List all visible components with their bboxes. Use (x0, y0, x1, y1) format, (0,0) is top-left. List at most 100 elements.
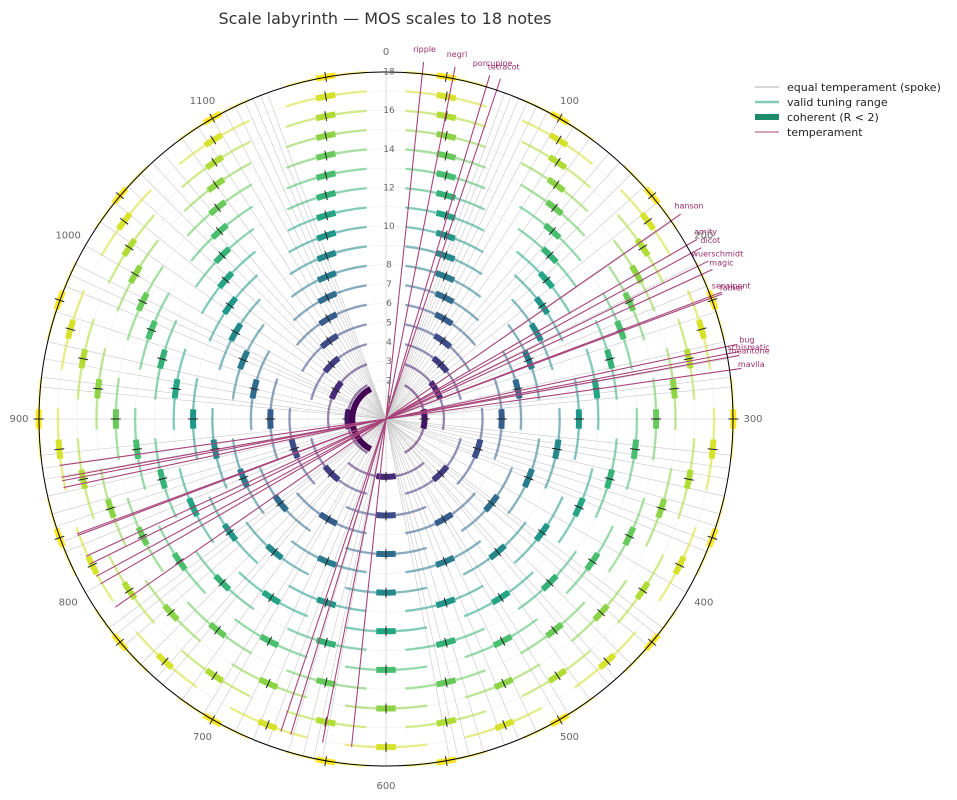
ring-tick-label: 4 (386, 338, 392, 348)
ring-tick-mark (638, 244, 648, 251)
ring-tick-mark (214, 203, 222, 212)
ring-tick-mark (324, 716, 328, 727)
ring-tick-mark (603, 657, 611, 666)
ring-tick-mark (325, 314, 332, 324)
ring-tick-mark (87, 562, 97, 568)
angle-tick-label: 100 (560, 96, 579, 107)
ring-tick-mark (545, 578, 554, 587)
angle-tick-label: 200 (694, 231, 713, 242)
ring-tick-mark (327, 360, 336, 369)
ring-tick-mark (324, 250, 329, 261)
ring-tick-mark (270, 547, 278, 557)
ring-tick-mark (225, 529, 235, 536)
temperament-label: sensipent (712, 282, 751, 291)
ring-tick-mark (324, 677, 328, 688)
ring-tick-mark (238, 357, 249, 363)
temperament-label: amity (694, 228, 717, 237)
temperament-label: mavila (738, 360, 765, 369)
ring-tick-mark (324, 271, 330, 282)
ring-tick-mark (675, 562, 685, 568)
temperament-line (114, 213, 682, 608)
ring-tick-mark (683, 357, 694, 361)
ring-tick-mark (238, 475, 249, 481)
ring-tick-mark (499, 636, 506, 646)
legend-label: temperament (787, 126, 863, 139)
ring-tick-mark (324, 190, 328, 201)
temperament-label: dicot (700, 236, 720, 245)
angle-tick-labels: 0 100 200 300 400 500 600 700 800 900 1000 1100 (9, 47, 762, 792)
ring-tick-mark (444, 637, 448, 648)
ring-tick-label: 2 (386, 376, 392, 386)
chart-title: Scale labyrinth — MOS scales to 18 notes (218, 9, 551, 28)
ring-tick-mark (265, 720, 270, 730)
ring-tick-mark (668, 387, 679, 390)
ring-tick-mark (574, 504, 584, 510)
ring-tick-mark (494, 547, 502, 557)
ring-tick-mark (175, 558, 184, 565)
ring-tick-mark (444, 190, 448, 201)
ring-tick-mark (548, 227, 557, 236)
ring-tick-mark (542, 276, 551, 284)
angle-tick-label: 1100 (190, 96, 215, 107)
ring-tick-label: 18 (383, 68, 395, 78)
ring-tick-mark (276, 499, 285, 507)
ring-tick-mark (65, 327, 76, 332)
ring-tick-mark (523, 475, 534, 481)
ring-tick-mark (555, 135, 562, 145)
et-spoke (385, 162, 620, 420)
ring-tick-mark (604, 357, 615, 361)
ring-tick-mark (218, 251, 227, 260)
ring-tick-mark (501, 678, 507, 689)
temperament-line (350, 61, 425, 747)
ring-tick-mark (552, 447, 563, 451)
ring-tick-mark (78, 357, 89, 361)
ring-tick-mark (444, 170, 448, 181)
ring-tick-mark (157, 477, 168, 481)
ring-tick-mark (643, 217, 653, 225)
ring-tick-mark (324, 130, 328, 141)
temperament-label: father (720, 283, 745, 292)
ring-tick-mark (146, 327, 157, 333)
angle-tick-label: 400 (694, 598, 713, 609)
ring-tick-mark (443, 210, 448, 221)
ring-tick-mark (442, 271, 448, 282)
ring-tick-mark (444, 111, 448, 122)
legend: equal temperament (spoke) valid tuning ra… (755, 81, 941, 139)
ring-tick-mark (124, 244, 134, 251)
et-spoke (385, 418, 520, 740)
angle-tick-label: 300 (743, 414, 762, 425)
temperament-label: negri (447, 50, 468, 59)
ring-tick-mark (218, 578, 227, 587)
ring-tick-mark (54, 448, 65, 451)
ring-tick-mark (157, 357, 168, 361)
ring-tick-mark (443, 230, 448, 241)
et-spoke (385, 418, 687, 593)
temperament-line (59, 367, 742, 466)
ring-tick-mark (137, 299, 148, 305)
temperament-label: meantone (729, 347, 770, 356)
ring-tick-label: 10 (383, 222, 395, 232)
temperament-label: magic (709, 258, 733, 267)
temperament-line (76, 293, 723, 535)
ring-tick-label: 3 (386, 357, 392, 367)
ring-tick-mark (211, 157, 218, 167)
ring-tick-mark (325, 336, 333, 346)
angle-tick-label: 900 (9, 414, 28, 425)
ring-tick-mark (230, 329, 241, 336)
temperament-label: tetracot (488, 62, 520, 71)
ring-tick-mark (588, 558, 597, 565)
ring-tick-mark (209, 447, 220, 451)
ring-tick-mark (324, 210, 329, 221)
ring-tick-mark (119, 217, 129, 225)
ring-tick-mark (325, 514, 332, 524)
ring-tick-mark (166, 608, 175, 617)
ring-tick-mark (444, 130, 448, 141)
ring-tick-mark (707, 448, 718, 451)
ring-tick-label: 5 (386, 319, 392, 329)
temperament-line (280, 78, 502, 732)
ring-tick-mark (537, 302, 547, 309)
ring-tick-mark (472, 446, 483, 451)
